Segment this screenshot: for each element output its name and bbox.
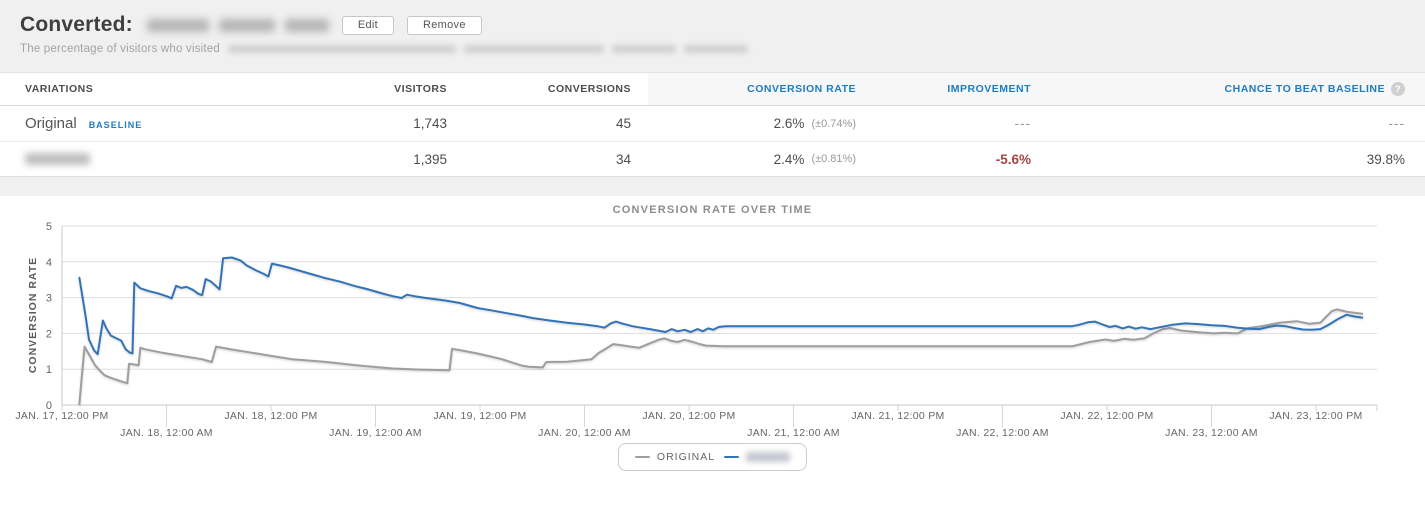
visitors-value: 1,743 [413,116,447,131]
x-tick-label: JAN. 23, 12:00 PM [1269,410,1362,422]
redacted-word [218,18,275,32]
conversion-rate-chart[interactable]: 0 1 2 3 4 5 CONVERSION RATE JAN. 17, 12:00 PM JA… [0,219,1425,443]
column-header-conversion-rate: CONVERSION RATE [648,73,856,105]
conversions-value: 45 [615,116,631,131]
redacted-word [146,18,209,32]
x-tick-label: JAN. 22, 12:00 PM [1060,410,1153,422]
redacted-word [612,45,677,53]
metric-description-redacted [228,45,749,53]
x-tick-label: JAN. 18, 12:00 PM [224,410,317,422]
help-icon[interactable]: ? [1391,82,1405,96]
results-table: VARIATIONS VISITORS CONVERSIONS CONVERSI… [0,72,1425,177]
column-header-conversions: CONVERSIONS [547,83,631,95]
chance-value: --- [1388,116,1405,131]
legend-item-variation[interactable] [724,452,791,462]
improvement-value: -5.6% [995,151,1031,167]
y-tick-label: 4 [46,257,52,269]
chart-title: CONVERSION RATE OVER TIME [612,204,813,216]
visitors-value: 1,395 [413,151,447,167]
x-tick-label: JAN. 22, 12:00 AM [956,427,1049,439]
page-title: Converted: [20,13,133,36]
redacted-word [228,45,457,53]
x-tick-label: JAN. 20, 12:00 AM [538,427,631,439]
y-tick-label: 0 [46,400,52,412]
x-tick-label: JAN. 23, 12:00 AM [1165,427,1258,439]
metric-name-redacted [146,18,329,32]
x-tick-label: JAN. 20, 12:00 PM [642,410,735,422]
conversion-rate-margin: (±0.74%) [811,117,856,130]
legend-swatch-original [634,456,650,458]
legend-label-redacted [746,452,791,462]
column-header-variations: VARIATIONS [25,83,94,95]
conversion-rate-value: 2.6% [773,116,805,131]
y-axis-title: CONVERSION RATE [27,257,39,373]
x-tick-label: JAN. 19, 12:00 PM [433,410,526,422]
baseline-badge: BASELINE [88,119,143,130]
chance-header-label: CHANCE TO BEAT BASELINE [1224,83,1385,95]
table-header-row: VARIATIONS VISITORS CONVERSIONS CONVERSI… [0,73,1425,106]
table-row-variation: 1,395 34 2.4% (±0.81%) -5.6% 39.8% [0,141,1425,176]
remove-button[interactable]: Remove [407,15,482,35]
x-tick-label: JAN. 21, 12:00 PM [851,410,944,422]
chance-value: 39.8% [1366,151,1405,167]
column-header-improvement: IMPROVEMENT [856,73,1031,105]
y-tick-label: 2 [46,328,52,340]
redacted-word [684,45,749,53]
table-row-original: Original BASELINE 1,743 45 2.6% (±0.74%)… [0,106,1425,141]
series-line-variation[interactable] [78,256,1364,356]
x-tick-label: JAN. 21, 12:00 AM [747,427,840,439]
metric-description: The percentage of visitors who visited [20,43,221,55]
conversion-chart-panel: CONVERSION RATE OVER TIME 0 1 2 3 4 5 CONVERSI… [0,196,1425,510]
column-header-visitors: VISITORS [394,83,447,95]
y-tick-label: 3 [46,293,52,305]
x-tick-label: JAN. 19, 12:00 AM [329,427,422,439]
legend-label-original: ORIGINAL [656,451,716,463]
edit-button[interactable]: Edit [341,15,395,35]
conversion-rate-margin: (±0.81%) [811,153,856,165]
variation-name-redacted [25,153,90,165]
conversion-rate-value: 2.4% [773,151,805,167]
y-tick-label: 1 [46,364,52,376]
y-tick-label: 5 [46,221,52,233]
improvement-value: --- [1014,116,1031,131]
conversions-value: 34 [615,151,631,167]
column-header-chance-to-beat-baseline: CHANCE TO BEAT BASELINE ? [1031,73,1425,105]
chart-legend: ORIGINAL [617,443,808,471]
redacted-word [464,45,605,53]
legend-item-original[interactable]: ORIGINAL [634,451,716,463]
page-header: Converted: Edit Remove The percentage of… [0,0,1425,72]
series-line-ORIGINAL[interactable] [78,308,1364,406]
legend-swatch-variation [724,456,740,458]
redacted-word [284,18,329,32]
variation-name: Original [25,115,77,132]
x-tick-label: JAN. 18, 12:00 AM [120,427,213,439]
x-tick-label: JAN. 17, 12:00 PM [15,410,108,422]
